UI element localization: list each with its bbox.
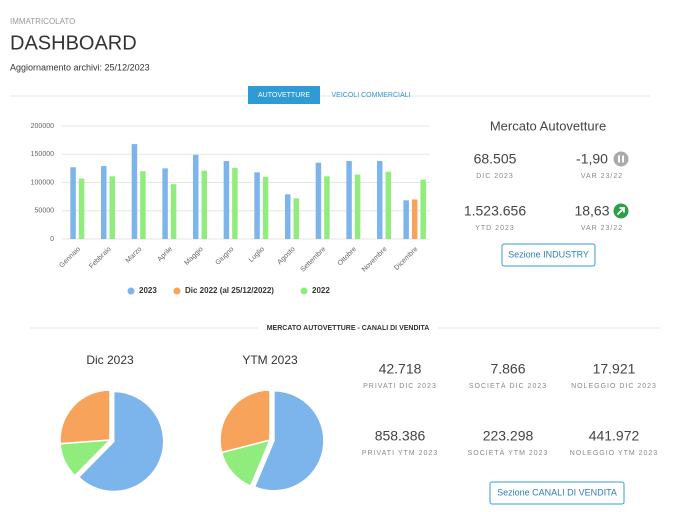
page-title: DASHBOARD bbox=[10, 32, 137, 54]
bar bbox=[140, 171, 146, 239]
icon-part bbox=[618, 155, 620, 163]
legend-label: 2022 bbox=[312, 286, 330, 295]
x-tick-label: Dicembre bbox=[393, 246, 419, 272]
pie-slice bbox=[77, 390, 165, 493]
bar bbox=[411, 199, 418, 239]
bar bbox=[170, 184, 177, 239]
x-tick-label: Settembre bbox=[300, 246, 328, 274]
legend-marker bbox=[173, 287, 181, 295]
y-tick-label: 150000 bbox=[31, 151, 54, 158]
stat-value: 858.386 bbox=[375, 428, 426, 444]
bar bbox=[70, 167, 76, 239]
bar bbox=[324, 176, 330, 239]
y-tick-label: 100000 bbox=[31, 179, 54, 186]
bar bbox=[354, 174, 361, 239]
tab[interactable]: AUTOVETTURE bbox=[258, 92, 310, 99]
bar bbox=[223, 161, 230, 239]
bar bbox=[193, 154, 199, 239]
kpi-title: Mercato Autovetture bbox=[490, 118, 606, 133]
bar bbox=[262, 176, 269, 239]
stat-label: NOLEGGIO DIC 2023 bbox=[571, 383, 657, 390]
kpi-label: VAR 23/22 bbox=[581, 225, 623, 232]
x-tick-label: Luglio bbox=[248, 246, 266, 264]
icon-part bbox=[616, 207, 625, 216]
y-tick-label: 200000 bbox=[31, 123, 54, 130]
button[interactable] bbox=[501, 243, 596, 267]
stat-label: SOCIETÀ YTM 2023 bbox=[468, 448, 549, 457]
bar bbox=[78, 178, 85, 239]
bar bbox=[162, 168, 168, 239]
pie-slice bbox=[253, 390, 325, 492]
tab[interactable]: VEICOLI COMMERCIALI bbox=[332, 92, 411, 99]
stat-value: 223.298 bbox=[483, 428, 534, 444]
section-title-bg bbox=[258, 322, 438, 334]
pretitle: IMMATRICOLATO bbox=[10, 17, 75, 26]
bar bbox=[420, 179, 426, 239]
button[interactable] bbox=[489, 481, 625, 505]
stat-label: PRIVATI DIC 2023 bbox=[363, 383, 437, 390]
bar bbox=[254, 172, 260, 239]
bar bbox=[201, 170, 207, 239]
update-date: Aggiornamento archivi: 25/12/2023 bbox=[10, 62, 150, 72]
stat-label: SOCIETÀ DIC 2023 bbox=[469, 381, 547, 390]
icon-stable bbox=[613, 151, 629, 167]
bar bbox=[232, 167, 238, 239]
x-tick-label: Maggio bbox=[184, 246, 205, 267]
pie-title: YTM 2023 bbox=[242, 353, 298, 367]
kpi-value: 18,63 bbox=[574, 203, 609, 219]
stat-value: 7.866 bbox=[490, 361, 525, 377]
x-tick-label: Gennaio bbox=[58, 246, 82, 270]
bar bbox=[131, 144, 138, 239]
kpi-value: 68.505 bbox=[474, 151, 517, 167]
kpi-label: YTD 2023 bbox=[475, 225, 515, 232]
stat-label: PRIVATI YTM 2023 bbox=[362, 450, 438, 457]
bar bbox=[346, 161, 352, 239]
stat-value: 42.718 bbox=[379, 361, 422, 377]
x-tick-label: Ottobre bbox=[337, 246, 359, 268]
kpi-value: 1.523.656 bbox=[464, 203, 526, 219]
x-tick-label: Aprile bbox=[156, 246, 174, 264]
bar bbox=[293, 198, 299, 239]
legend-label: 2023 bbox=[139, 286, 157, 295]
stat-value: 441.972 bbox=[589, 428, 640, 444]
bar bbox=[385, 171, 391, 239]
icon-part bbox=[622, 155, 624, 163]
x-tick-label: Giugno bbox=[214, 246, 235, 267]
y-tick-label: 0 bbox=[50, 236, 54, 243]
bar bbox=[403, 200, 409, 239]
legend-label: Dic 2022 (al 25/12/2022) bbox=[185, 286, 274, 295]
pie-slice bbox=[59, 389, 111, 445]
stat-value: 17.921 bbox=[593, 361, 636, 377]
kpi-label: DIC 2023 bbox=[476, 173, 514, 180]
button-label[interactable]: Sezione CANALI DI VENDITA bbox=[497, 487, 617, 497]
bar bbox=[101, 166, 107, 239]
pie-title: Dic 2023 bbox=[86, 353, 134, 367]
tab-active[interactable] bbox=[248, 86, 320, 104]
y-tick-label: 50000 bbox=[35, 208, 55, 215]
x-tick-label: Novembre bbox=[361, 246, 389, 274]
section-title: MERCATO AUTOVETTURE - CANALI DI VENDITA bbox=[267, 325, 430, 332]
bar bbox=[285, 194, 291, 239]
stat-label: NOLEGGIO YTM 2023 bbox=[570, 450, 658, 457]
pie-slice bbox=[219, 389, 271, 454]
x-tick-label: Marzo bbox=[125, 246, 144, 265]
bar bbox=[109, 176, 115, 239]
button-label[interactable]: Sezione INDUSTRY bbox=[508, 249, 589, 259]
kpi-value: -1,90 bbox=[576, 151, 608, 167]
x-tick-label: Agosto bbox=[276, 246, 296, 266]
bar bbox=[315, 162, 322, 239]
bar bbox=[377, 161, 383, 239]
x-tick-label: Febbraio bbox=[88, 246, 113, 271]
legend-marker bbox=[300, 287, 308, 295]
legend-marker bbox=[127, 287, 135, 295]
kpi-label: VAR 23/22 bbox=[581, 173, 623, 180]
